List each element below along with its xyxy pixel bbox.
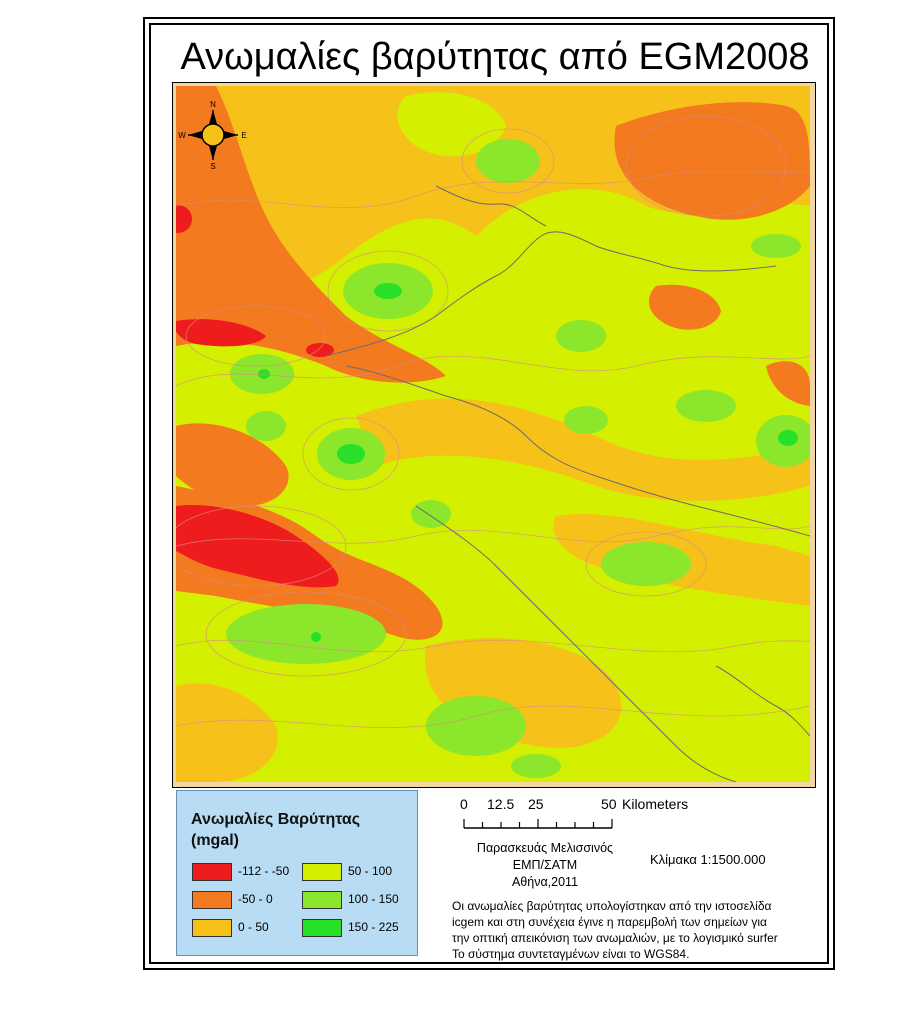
zone-0-50-band bbox=[356, 398, 810, 501]
outer-frame bbox=[143, 17, 835, 970]
legend-item-3: 0 - 50 bbox=[192, 919, 292, 937]
north-arrow-icon: N S E W bbox=[178, 100, 246, 170]
zone-100-150-j bbox=[226, 604, 386, 664]
legend-swatch-2 bbox=[192, 891, 232, 909]
map-legend: Ανωμαλίες Βαρύτητας (mgal) -112 - -50 -5… bbox=[176, 790, 418, 956]
legend-item-4: 50 - 100 bbox=[302, 863, 412, 881]
scale-unit: Kilometers bbox=[622, 796, 689, 812]
note-line-4: Το σύστημα συντεταγμένων είναι το WGS84. bbox=[452, 947, 690, 961]
zone-neg50-0-mid bbox=[649, 284, 721, 330]
map-title: Ανωμαλίες βαρύτητας από EGM2008 bbox=[180, 36, 810, 78]
legend-swatch-4 bbox=[302, 863, 342, 881]
legend-swatch-3 bbox=[192, 919, 232, 937]
legend-item-6: 150 - 225 bbox=[302, 919, 412, 937]
legend-label-6: 150 - 225 bbox=[348, 920, 399, 934]
zone-neg112-neg50-a bbox=[176, 505, 339, 588]
scale-bar bbox=[463, 819, 613, 829]
zone-150-225-e bbox=[311, 632, 321, 642]
credit-place-year: Αθήνα,2011 bbox=[511, 875, 579, 889]
zone-neg112-neg50-d bbox=[176, 205, 192, 233]
legend-title-line2: (mgal) bbox=[191, 832, 239, 849]
zone-0-50-top bbox=[176, 86, 810, 166]
scale-ratio: Κλίμακα 1:1500.000 bbox=[650, 852, 766, 867]
zone-100-150-m bbox=[411, 500, 451, 528]
legend-item-1: -112 - -50 bbox=[192, 863, 292, 881]
zone-150-225-d bbox=[258, 369, 270, 379]
zone-neg50-0-west bbox=[176, 423, 289, 506]
scale-tick-12-5: 12.5 bbox=[487, 796, 515, 812]
legend-swatch-5 bbox=[302, 891, 342, 909]
zone-100-150-o bbox=[511, 754, 561, 778]
zone-150-225-a bbox=[337, 444, 365, 464]
legend-label-5: 100 - 150 bbox=[348, 892, 399, 906]
note-line-2: icgem και στη συνέχεια έγινε η παρεμβολή… bbox=[452, 915, 767, 929]
legend-label-4: 50 - 100 bbox=[348, 864, 393, 878]
legend-title: Ανωμαλίες Βαρύτητας (mgal) bbox=[191, 809, 411, 851]
legend-item-2: -50 - 0 bbox=[192, 891, 292, 909]
map-credits: Παρασκευάς Μελισσινός ΕΜΠ/ΣΑΤΜ Αθήνα,201… bbox=[455, 840, 635, 891]
zone-100-150-g bbox=[564, 406, 608, 434]
map-note: Οι ανωμαλίες βαρύτητας υπολογίστηκαν από… bbox=[452, 898, 832, 962]
legend-swatch-1 bbox=[192, 863, 232, 881]
zone-100-150-h bbox=[676, 390, 736, 422]
scale-tick-25: 25 bbox=[528, 796, 544, 812]
zone-100-150-k bbox=[601, 542, 691, 586]
legend-label-1: -112 - -50 bbox=[238, 864, 290, 878]
zone-neg112-neg50-b bbox=[176, 319, 266, 347]
note-line-1: Οι ανωμαλίες βαρύτητας υπολογίστηκαν από… bbox=[452, 899, 772, 913]
zone-neg50-0-nw bbox=[176, 86, 446, 383]
zone-50-100-north bbox=[397, 92, 506, 157]
inner-frame bbox=[149, 23, 829, 964]
legend-label-3: 0 - 50 bbox=[238, 920, 269, 934]
zone-100-150-d bbox=[246, 411, 286, 441]
legend-label-2: -50 - 0 bbox=[238, 892, 273, 906]
zone-100-150-e bbox=[476, 139, 540, 183]
zone-150-225-b bbox=[374, 283, 402, 299]
legend-title-line1: Ανωμαλίες Βαρύτητας bbox=[191, 811, 361, 828]
zone-neg50-0-east bbox=[766, 361, 810, 406]
scale-tick-0: 0 bbox=[460, 796, 468, 812]
compass-w-label: W bbox=[178, 131, 186, 140]
legend-item-5: 100 - 150 bbox=[302, 891, 412, 909]
zone-100-150-l bbox=[426, 696, 526, 756]
zone-0-50-sw bbox=[176, 683, 278, 782]
scale-tick-50: 50 bbox=[601, 796, 617, 812]
zone-100-150-n bbox=[751, 234, 801, 258]
zone-100-150-f bbox=[556, 320, 606, 352]
credit-author: Παρασκευάς Μελισσινός bbox=[476, 841, 614, 855]
note-line-3: την οπτική απεικόνιση των ανωμαλιών, με … bbox=[452, 931, 778, 945]
contour-lines bbox=[176, 115, 810, 728]
zone-150-225-c bbox=[778, 430, 798, 446]
legend-swatch-6 bbox=[302, 919, 342, 937]
compass-n-label: N bbox=[210, 100, 216, 109]
compass-s-label: S bbox=[210, 162, 215, 170]
gravity-anomaly-map bbox=[176, 86, 810, 782]
coastline bbox=[325, 185, 810, 782]
zone-neg50-0-ne bbox=[614, 102, 810, 220]
credit-institution: ΕΜΠ/ΣΑΤΜ bbox=[512, 858, 578, 872]
compass-e-label: E bbox=[241, 131, 246, 140]
